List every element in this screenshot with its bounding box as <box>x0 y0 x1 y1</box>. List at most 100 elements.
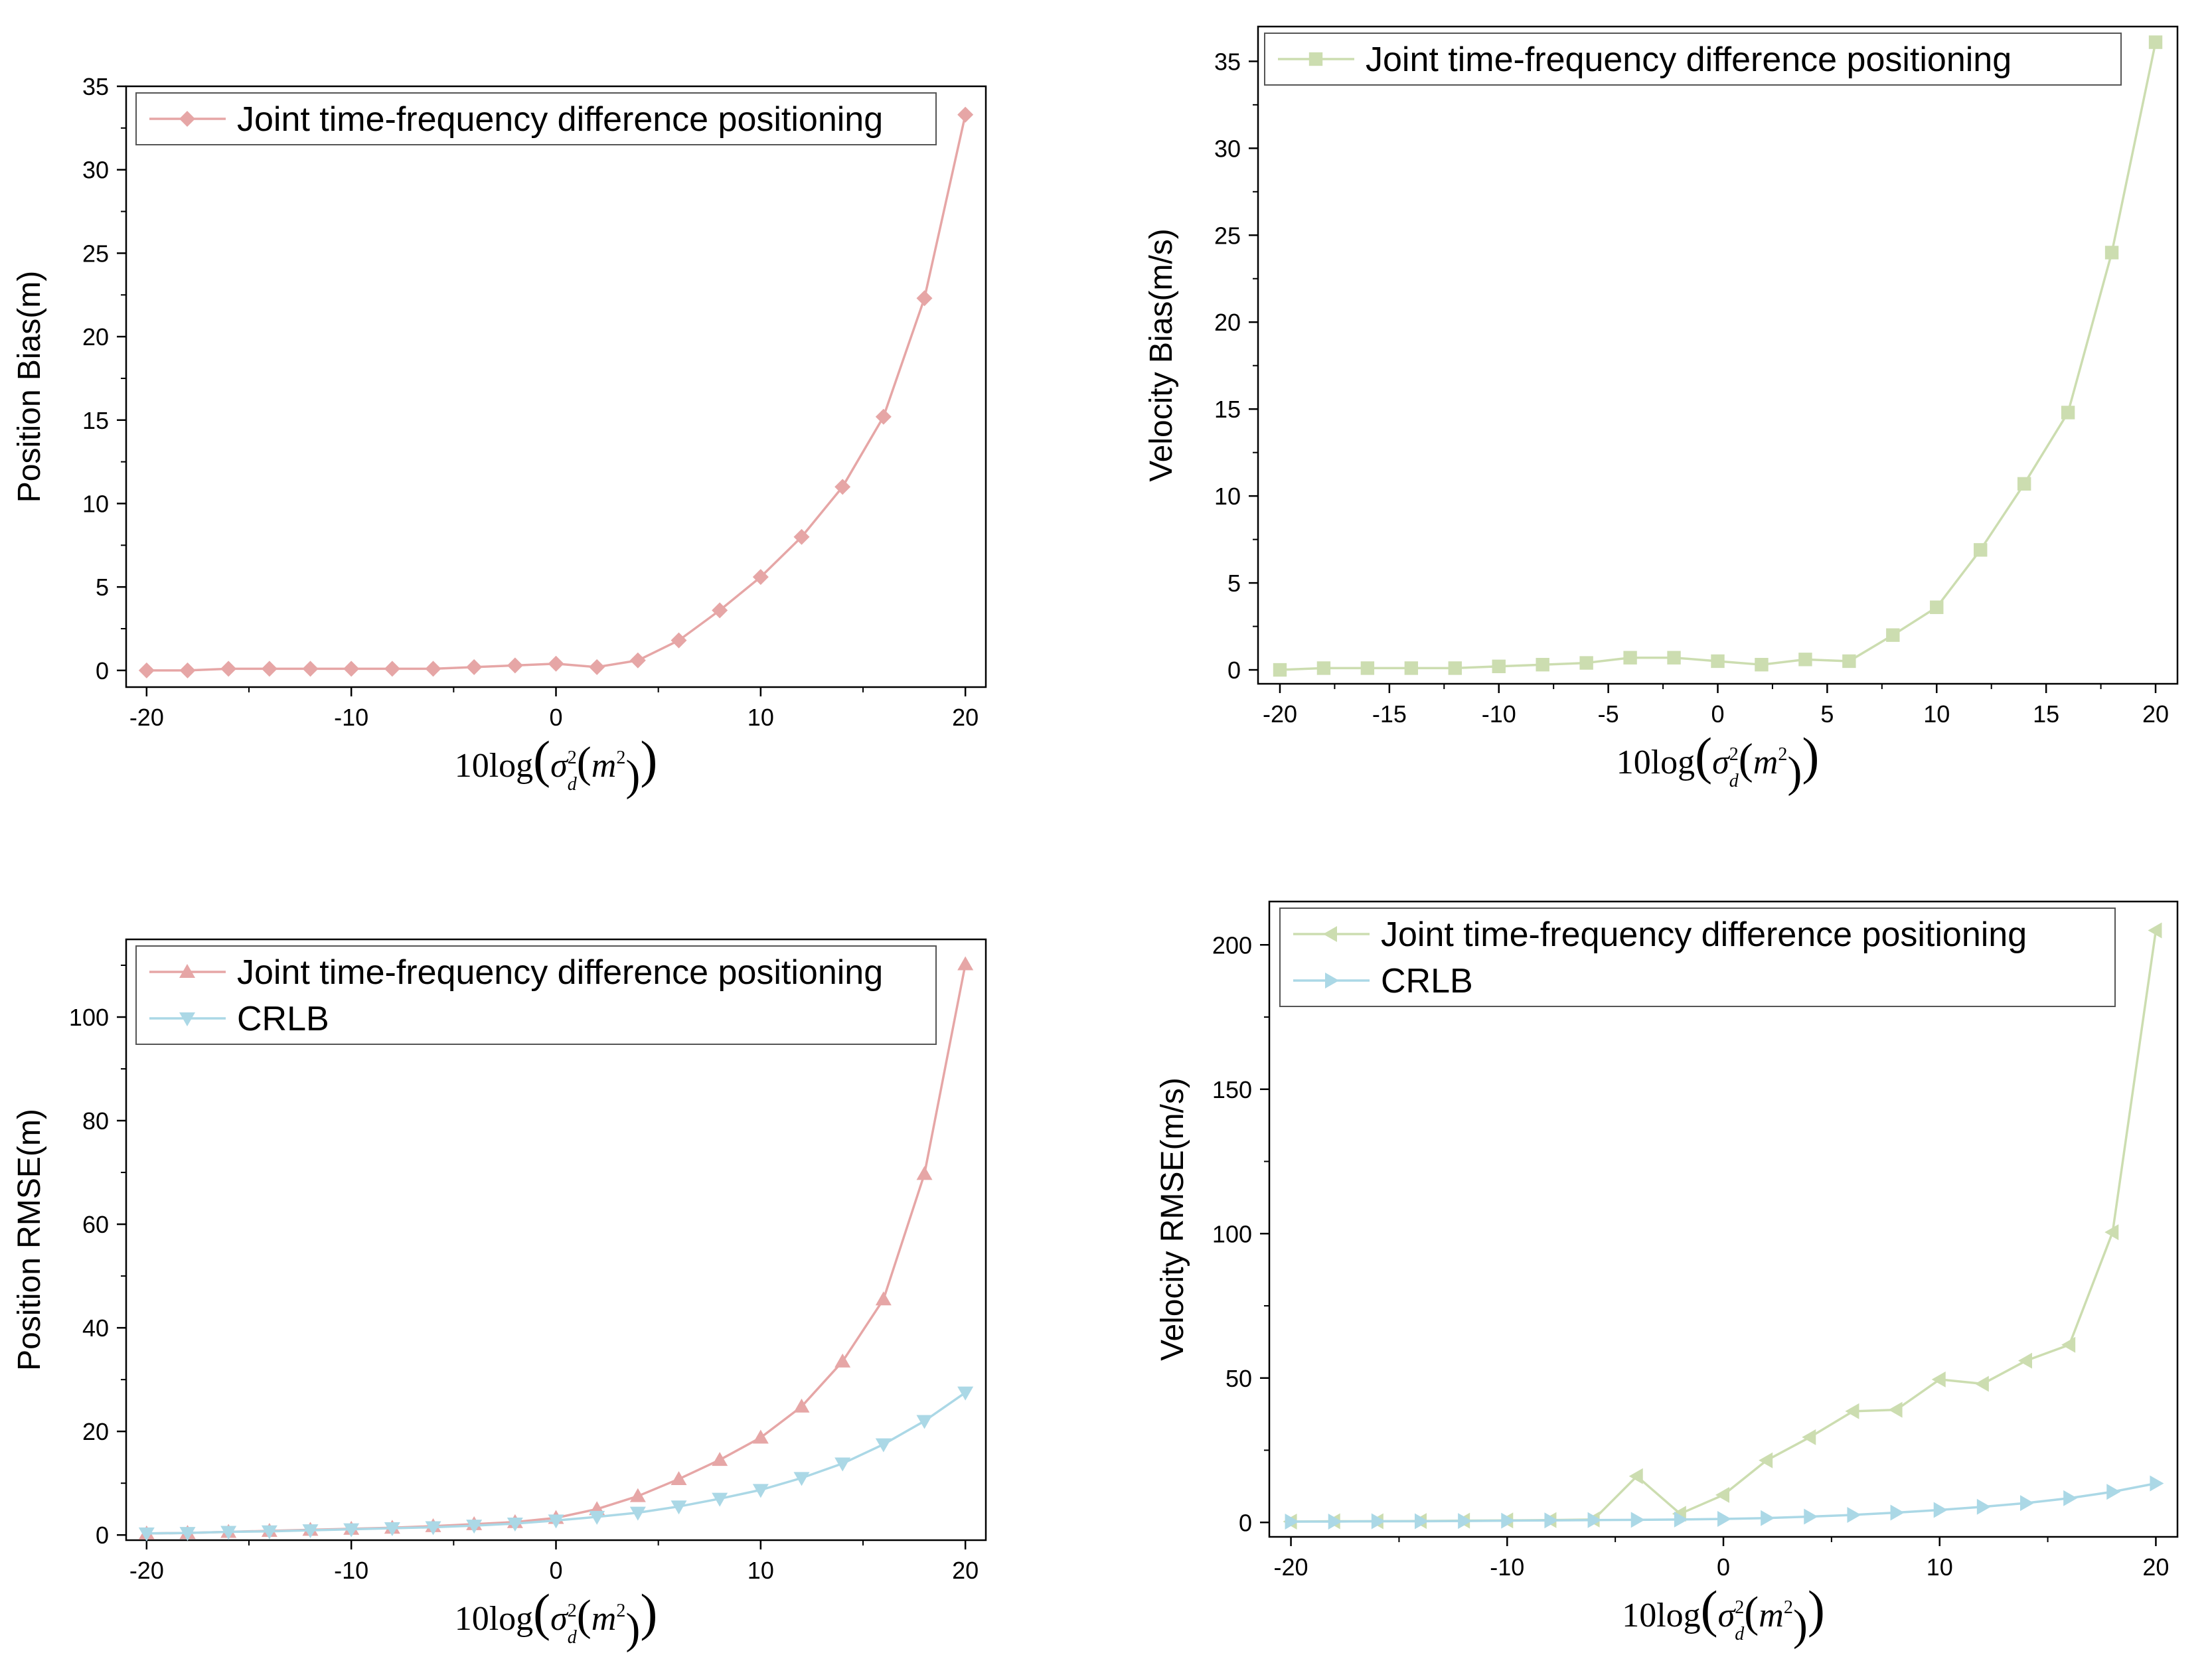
data-point <box>138 662 155 678</box>
data-point <box>2150 1475 2164 1492</box>
x-tick-label: -5 <box>1598 700 1619 728</box>
x-axis-title: 10log(σ2 d(m2)) <box>1617 727 1820 797</box>
y-tick-label: 40 <box>82 1314 109 1342</box>
data-point <box>834 1457 851 1472</box>
legend-label: CRLB <box>237 1000 329 1038</box>
data-point <box>589 1510 605 1525</box>
data-point <box>1544 1512 1559 1529</box>
y-tick-label: 0 <box>96 657 109 684</box>
x-tick-label: 0 <box>1717 1553 1730 1581</box>
data-point <box>1804 1508 1818 1525</box>
data-point <box>671 1500 687 1515</box>
series-line <box>146 114 967 672</box>
data-point <box>548 655 564 672</box>
y-tick-label: 0 <box>96 1522 109 1549</box>
x-tick-label: 20 <box>952 1557 979 1584</box>
data-point <box>1842 654 1856 669</box>
data-point <box>220 1526 237 1540</box>
data-point <box>1674 1511 1688 1528</box>
data-point <box>2104 1224 2119 1241</box>
data-point <box>629 1506 646 1521</box>
data-point <box>2061 406 2075 420</box>
data-point <box>548 1514 564 1529</box>
data-point <box>384 661 400 677</box>
data-point <box>671 1470 687 1485</box>
data-point <box>1890 1504 1905 1521</box>
data-point <box>179 662 196 678</box>
x-tick-label: -10 <box>334 1557 368 1584</box>
y-tick-label: 100 <box>69 1004 109 1031</box>
data-point <box>1802 1429 1816 1445</box>
position-bias-chart: -20 -10 0 10 20 0 5 10 15 20 25 30 35 Position Bias(m… <box>12 73 987 800</box>
y-tick-label: 0 <box>1239 1509 1252 1536</box>
x-tick-label: -10 <box>1490 1553 1524 1581</box>
data-point <box>1458 1513 1472 1530</box>
y-axis-title: Position Bias(m) <box>12 271 47 503</box>
data-point <box>261 1525 277 1540</box>
x-axis-title: 10log(σ2 d(m2)) <box>455 730 658 800</box>
position-rmse-chart: -20 -10 0 10 20 0 20 40 60 80 100 Position RMSE(m) 1… <box>12 938 987 1653</box>
x-tick-label: 10 <box>748 704 774 731</box>
data-point <box>1974 1376 1989 1392</box>
data-point <box>916 1166 933 1180</box>
data-point <box>1579 656 1593 670</box>
data-point <box>875 1438 892 1453</box>
x-tick-label: -20 <box>1274 1553 1308 1581</box>
data-point <box>1501 1512 1516 1529</box>
x-tick-label: -15 <box>1372 700 1407 728</box>
data-point <box>425 661 441 677</box>
data-point <box>589 659 605 675</box>
data-point <box>2104 246 2119 260</box>
data-point <box>1845 1403 1859 1419</box>
data-point <box>834 1353 851 1368</box>
data-point <box>2061 1336 2076 1353</box>
y-tick-label: 200 <box>1212 931 1252 959</box>
x-tick-label: 0 <box>549 704 562 731</box>
data-point <box>957 106 974 123</box>
data-point <box>220 661 237 677</box>
y-tick-label: 100 <box>1212 1220 1252 1247</box>
data-point <box>671 632 687 649</box>
legend-marker <box>1308 52 1323 66</box>
data-point <box>1933 1502 1948 1518</box>
data-point <box>1759 1452 1773 1468</box>
data-point <box>343 661 360 677</box>
data-point <box>793 528 810 545</box>
data-point <box>2063 1490 2078 1506</box>
data-point <box>1976 1498 1991 1515</box>
plot-frame <box>125 85 987 688</box>
y-axis-title: Velocity Bias(m/s) <box>1144 228 1179 481</box>
x-tick-label: -20 <box>129 1557 164 1584</box>
data-point <box>1492 659 1506 674</box>
x-tick-label: 20 <box>2142 1553 2169 1581</box>
data-point <box>1316 661 1331 675</box>
x-tick-label: -10 <box>1482 700 1516 728</box>
data-point <box>916 1415 933 1429</box>
data-point <box>834 479 851 495</box>
data-point <box>875 1291 892 1306</box>
data-point <box>2148 922 2162 939</box>
data-point <box>712 602 728 619</box>
x-tick-label: 10 <box>1927 1553 1953 1581</box>
data-point <box>957 956 974 971</box>
x-tick-label: 20 <box>2142 700 2169 728</box>
data-point <box>1667 651 1681 665</box>
data-point <box>752 569 769 586</box>
y-tick-label: 150 <box>1212 1076 1252 1103</box>
y-tick-label: 35 <box>82 73 109 100</box>
data-point <box>2148 35 2163 49</box>
data-point <box>466 659 483 675</box>
velocity-bias-chart: -20 -15 -10 -5 0 5 10 15 20 0 5 10 15 20 25 30 35 Velocit… <box>1144 25 2179 797</box>
y-tick-label: 25 <box>82 240 109 267</box>
data-point <box>425 1521 441 1536</box>
x-tick-label: 10 <box>748 1557 774 1584</box>
series-line <box>1279 42 2157 671</box>
data-point <box>2106 1484 2121 1500</box>
data-point <box>1623 651 1637 665</box>
data-point <box>752 1429 769 1444</box>
data-point <box>179 1527 196 1541</box>
x-tick-label: 10 <box>1923 700 1950 728</box>
data-point <box>1273 663 1287 677</box>
